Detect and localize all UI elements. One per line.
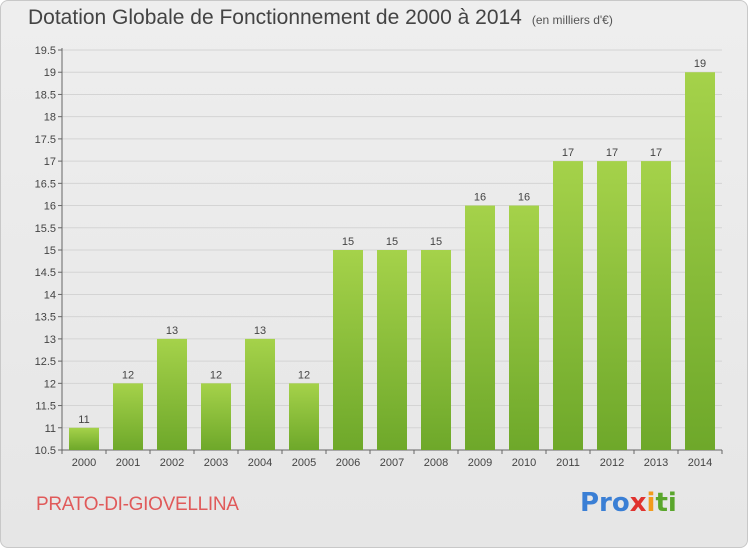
x-tick-label: 2011 bbox=[556, 457, 580, 469]
x-tick-label: 2004 bbox=[248, 457, 272, 469]
y-tick-label: 14.5 bbox=[35, 267, 56, 279]
bar-value-label: 17 bbox=[562, 147, 574, 159]
x-tick-label: 2014 bbox=[688, 457, 712, 469]
x-tick-label: 2013 bbox=[644, 457, 668, 469]
bar bbox=[201, 383, 231, 450]
x-axis: 2000 2001 2002 2003 2004 2005 2006 2007 2008 2009… bbox=[61, 450, 723, 469]
bar-value-label: 15 bbox=[342, 236, 354, 248]
y-tick-label: 11.5 bbox=[35, 401, 56, 413]
bar bbox=[69, 427, 99, 450]
x-tick-label: 2012 bbox=[600, 457, 624, 469]
bar bbox=[685, 72, 715, 450]
bar bbox=[421, 250, 451, 450]
logo-part: i bbox=[646, 488, 656, 518]
y-tick-label: 19.5 bbox=[35, 45, 56, 57]
y-tick-label: 16 bbox=[44, 201, 56, 213]
bar bbox=[157, 338, 187, 450]
y-tick-label: 10.5 bbox=[35, 445, 56, 457]
y-tick-label: 13 bbox=[44, 334, 56, 346]
x-tick-label: 2008 bbox=[424, 457, 448, 469]
y-tick-label: 15.5 bbox=[35, 223, 56, 235]
bar-value-label: 17 bbox=[606, 147, 618, 159]
y-tick-label: 17.5 bbox=[35, 134, 56, 146]
y-tick-label: 12.5 bbox=[35, 356, 56, 368]
logo-part: ti bbox=[655, 488, 677, 518]
x-tick-label: 2010 bbox=[512, 457, 536, 469]
y-tick-label: 12 bbox=[44, 378, 56, 390]
bar bbox=[509, 205, 539, 450]
y-tick-label: 15 bbox=[44, 245, 56, 257]
bar-value-label: 19 bbox=[694, 58, 706, 70]
proxiti-logo[interactable]: Proxiti bbox=[580, 488, 677, 518]
bar-value-label: 15 bbox=[430, 236, 442, 248]
bar-value-label: 13 bbox=[254, 325, 266, 337]
x-tick-label: 2002 bbox=[160, 457, 184, 469]
bar bbox=[245, 338, 275, 450]
bar bbox=[333, 250, 363, 450]
bar-value-label: 11 bbox=[78, 414, 89, 426]
bar bbox=[597, 161, 627, 450]
bar-value-label: 15 bbox=[386, 236, 398, 248]
bar-value-label: 16 bbox=[518, 192, 530, 204]
bar bbox=[377, 250, 407, 450]
bar bbox=[465, 205, 495, 450]
y-tick-label: 13.5 bbox=[35, 312, 56, 324]
y-tick-label: 14 bbox=[44, 289, 56, 301]
title-text: Dotation Globale de Fonctionnement de 20… bbox=[28, 6, 522, 29]
x-tick-label: 2000 bbox=[72, 457, 96, 469]
title-unit: (en milliers d'€) bbox=[531, 13, 613, 27]
bar bbox=[113, 383, 143, 450]
y-tick-label: 18.5 bbox=[35, 89, 56, 101]
x-tick-label: 2009 bbox=[468, 457, 492, 469]
bar-value-label: 16 bbox=[474, 192, 486, 204]
commune-name: PRATO-DI-GIOVELLINA bbox=[36, 494, 239, 515]
x-tick-label: 2007 bbox=[380, 457, 404, 469]
bar bbox=[641, 161, 671, 450]
logo-part: x bbox=[629, 488, 647, 518]
y-tick-label: 19 bbox=[44, 67, 56, 79]
x-tick-label: 2001 bbox=[116, 457, 140, 469]
x-tick-label: 2003 bbox=[204, 457, 228, 469]
x-tick-label: 2005 bbox=[292, 457, 316, 469]
chart-title: Dotation Globale de Fonctionnement de 20… bbox=[28, 6, 613, 30]
bar-value-label: 13 bbox=[166, 325, 178, 337]
bars: 11 12 13 12 13 12 15 15 15 16 16 17 17 17 19 bbox=[69, 58, 715, 450]
bar-value-label: 12 bbox=[122, 369, 134, 381]
bar-value-label: 12 bbox=[210, 369, 222, 381]
bar bbox=[553, 161, 583, 450]
logo-part: Pro bbox=[580, 488, 630, 518]
bar-value-label: 12 bbox=[298, 369, 310, 381]
y-tick-label: 18 bbox=[44, 112, 56, 124]
y-tick-label: 11 bbox=[45, 423, 56, 435]
bar-value-label: 17 bbox=[650, 147, 662, 159]
y-tick-label: 16.5 bbox=[35, 178, 56, 190]
x-tick-label: 2006 bbox=[336, 457, 360, 469]
y-tick-label: 17 bbox=[44, 156, 56, 168]
bar bbox=[289, 383, 319, 450]
